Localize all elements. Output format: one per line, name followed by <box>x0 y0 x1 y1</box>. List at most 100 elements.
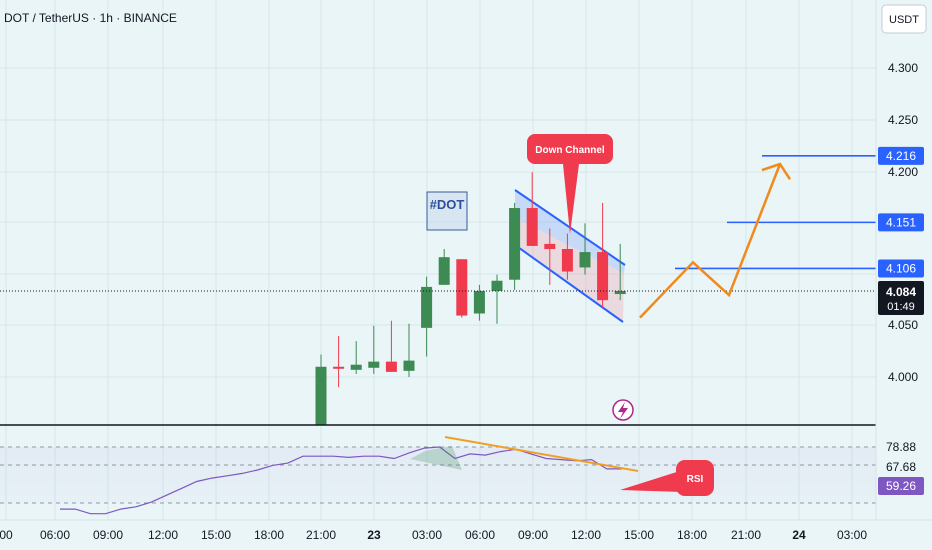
price-tick-labels: 4.300 4.250 4.200 4.050 4.000 <box>888 61 918 384</box>
time-tick-label: 18:00 <box>677 528 707 542</box>
rsi-line <box>60 446 622 515</box>
candle-body <box>579 252 591 268</box>
candle <box>579 223 591 275</box>
candle-body <box>597 252 609 301</box>
currency-badge[interactable]: USDT <box>881 4 927 34</box>
time-tick-label: 12:00 <box>148 528 178 542</box>
channel-lower-line <box>514 244 624 323</box>
candle <box>385 320 397 372</box>
time-tick-label: 03:00 <box>837 528 867 542</box>
horizontal-levels <box>675 155 876 270</box>
candle-body <box>333 366 345 369</box>
candle-body <box>561 249 573 272</box>
rsi-callout-text: RSI <box>687 474 704 485</box>
candle <box>350 341 362 374</box>
time-tick-labels: 00 06:00 09:00 12:00 15:00 18:00 21:00 23 03:00 0… <box>0 528 867 542</box>
candle <box>561 233 573 280</box>
price-tick-label: 4.300 <box>888 61 918 75</box>
time-tick-label: 15:00 <box>201 528 231 542</box>
level-badge-text: 4.151 <box>886 215 916 229</box>
rsi-tick-label: 67.68 <box>886 460 916 474</box>
level-badge: 4.216 <box>878 146 924 165</box>
candle-body <box>473 290 485 314</box>
candle <box>491 274 503 324</box>
projection-arrow <box>639 162 792 319</box>
time-tick-label: 24 <box>792 528 806 542</box>
candle <box>473 284 485 321</box>
last-price-badge: 4.084 01:49 <box>878 281 924 315</box>
candle-body <box>403 360 415 371</box>
time-tick-label: 23 <box>367 528 381 542</box>
candle-body <box>368 361 380 368</box>
candle-body <box>438 257 450 285</box>
candle <box>333 336 345 388</box>
rsi-callout: RSI <box>620 460 714 496</box>
candle-body <box>385 361 397 372</box>
level-badge: 4.106 <box>878 259 924 278</box>
level-badge-text: 4.216 <box>886 149 916 163</box>
price-tick-label: 4.050 <box>888 318 918 332</box>
candle-body <box>421 286 433 328</box>
candle <box>403 323 415 377</box>
price-tick-label: 4.000 <box>888 370 918 384</box>
level-badge-text: 4.106 <box>886 261 916 275</box>
candle <box>509 202 521 290</box>
channel-callout: Down Channel <box>527 134 613 234</box>
rsi-tick-label: 78.88 <box>886 440 916 454</box>
ticker-tag-text: #DOT <box>430 197 465 212</box>
price-tick-label: 4.200 <box>888 165 918 179</box>
rsi-band <box>0 447 876 503</box>
time-tick-label: 03:00 <box>412 528 442 542</box>
candle-body <box>456 259 468 316</box>
time-tick-label: 15:00 <box>624 528 654 542</box>
currency-label: USDT <box>889 14 919 26</box>
candle <box>597 202 609 308</box>
candle-body <box>526 208 538 246</box>
candle <box>421 276 433 357</box>
rsi-value-badge <box>878 477 924 495</box>
channel-callout-text: Down Channel <box>535 145 605 156</box>
time-axis[interactable] <box>0 520 932 550</box>
time-tick-label: 00 <box>0 528 13 542</box>
candle-body <box>315 366 327 425</box>
time-tick-label: 21:00 <box>306 528 336 542</box>
projection-path <box>639 163 782 319</box>
ticker-tag: #DOT <box>426 191 468 231</box>
rsi-overbought-fill <box>410 446 462 470</box>
arrowhead-icon <box>761 162 792 181</box>
last-price-value: 4.084 <box>886 285 916 299</box>
candle-body <box>350 364 362 370</box>
candle-body <box>509 208 521 280</box>
candle <box>526 172 538 246</box>
candle <box>368 325 380 374</box>
time-tick-label: 09:00 <box>518 528 548 542</box>
time-tick-label: 12:00 <box>571 528 601 542</box>
time-tick-label: 21:00 <box>731 528 761 542</box>
candles <box>315 172 626 425</box>
time-tick-label: 06:00 <box>465 528 495 542</box>
candle <box>614 243 626 301</box>
time-tick-label: 09:00 <box>93 528 123 542</box>
candle <box>438 249 450 285</box>
time-tick-label: 18:00 <box>254 528 284 542</box>
rsi-divergence-line <box>444 436 639 472</box>
candle-body <box>491 280 503 291</box>
rsi-tick-label: 59.26 <box>886 479 916 493</box>
price-tick-label: 4.250 <box>888 113 918 127</box>
symbol-title: DOT / TetherUS · 1h · BINANCE <box>4 11 177 25</box>
rsi-tick-labels: 78.88 67.68 59.26 <box>878 440 924 495</box>
candle-body <box>614 290 626 295</box>
candle-body <box>544 243 556 249</box>
time-tick-label: 06:00 <box>40 528 70 542</box>
level-badge: 4.151 <box>878 213 924 232</box>
last-price-countdown: 01:49 <box>887 301 915 313</box>
level-badges: 4.216 4.151 4.106 <box>878 146 924 278</box>
candle <box>315 354 327 425</box>
chart-grid <box>0 0 876 520</box>
candle <box>544 228 556 285</box>
rsi-levels <box>0 446 876 504</box>
candle <box>456 259 468 318</box>
lightning-icon[interactable] <box>612 399 634 421</box>
